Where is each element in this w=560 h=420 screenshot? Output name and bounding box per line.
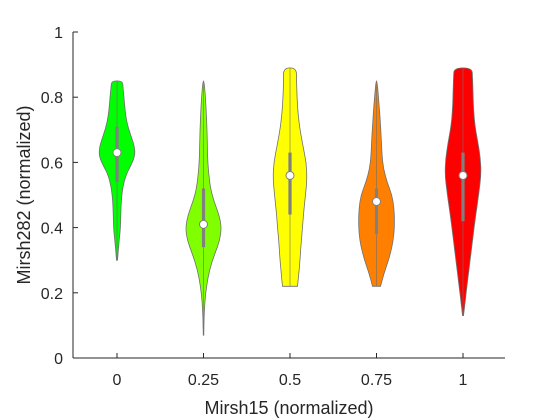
violin-median-marker	[285, 170, 295, 180]
x-tick-label: 0.75	[361, 372, 392, 389]
x-axis-label: Mirsh15 (normalized)	[204, 398, 373, 418]
axes: 0 0.2 0.4 0.6 0.8 1 0 0.25 0.5 0.75 1	[41, 25, 505, 389]
x-tick-label: 0	[113, 372, 122, 389]
violin-1	[444, 67, 482, 316]
violin-median-marker	[199, 219, 208, 229]
y-tick-label: 0.6	[41, 155, 63, 172]
plot-area	[98, 67, 482, 336]
violin-0.75	[358, 80, 395, 287]
x-tick-label: 0.5	[279, 372, 301, 389]
violin-median-marker	[458, 170, 468, 180]
y-tick-label: 0	[54, 351, 63, 368]
y-tick-label: 0.4	[41, 221, 63, 238]
violin-0.25	[185, 80, 222, 336]
y-axis-label: Mirsh282 (normalized)	[14, 105, 34, 284]
y-tick-label: 0.2	[41, 286, 63, 303]
x-tick-label: 0.25	[188, 372, 219, 389]
violin-0.5	[272, 67, 308, 287]
violin-median-marker	[372, 197, 381, 207]
y-tick-label: 1	[54, 25, 63, 42]
y-tick-label: 0.8	[41, 90, 63, 107]
x-tick-label: 1	[459, 372, 468, 389]
violin-median-marker	[112, 148, 122, 158]
violin-0	[98, 80, 136, 261]
